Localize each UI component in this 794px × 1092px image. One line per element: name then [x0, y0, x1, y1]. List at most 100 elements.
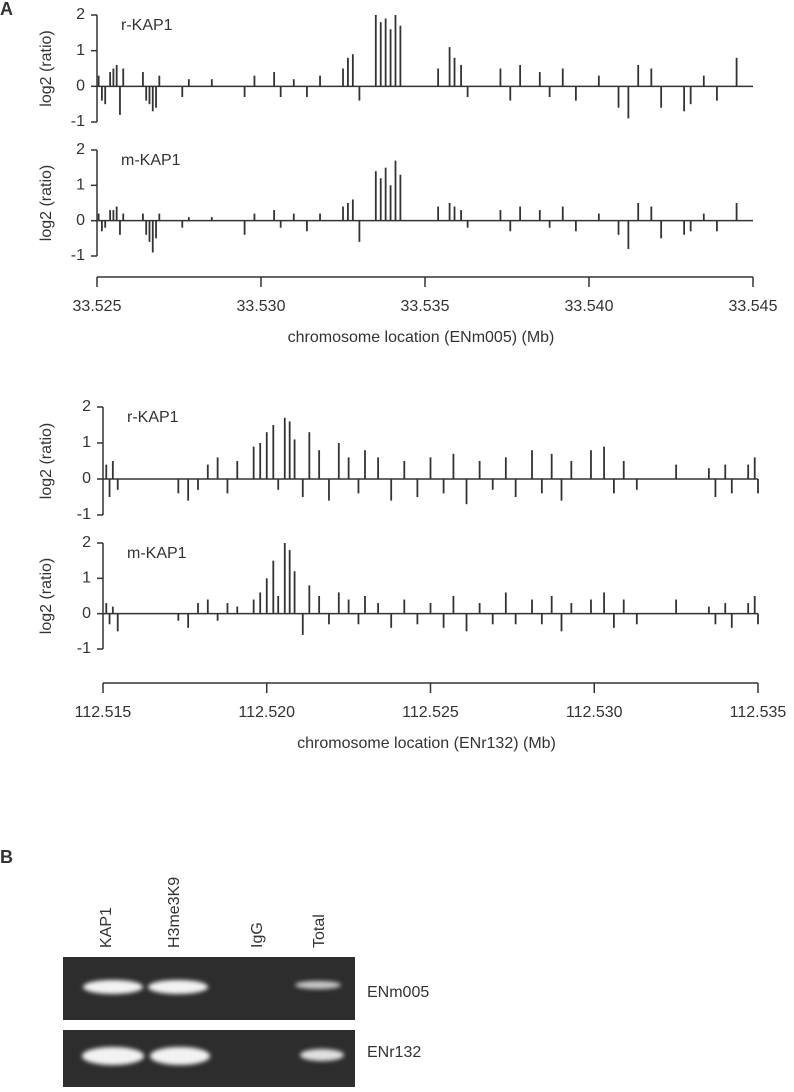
bar: [650, 206, 653, 221]
bar: [683, 86, 686, 112]
bar: [452, 453, 455, 479]
bar: [465, 613, 468, 632]
bar: [319, 213, 321, 221]
bar: [560, 479, 563, 501]
bar: [448, 203, 451, 221]
bar: [122, 213, 125, 221]
bar: [724, 603, 727, 614]
bar: [707, 468, 710, 479]
series-label: r-KAP1: [127, 409, 179, 426]
bar: [148, 86, 151, 105]
band: [150, 1047, 210, 1065]
bar: [187, 613, 190, 628]
band: [83, 980, 143, 994]
bar: [452, 596, 455, 614]
bar: [707, 606, 710, 614]
bar: [97, 213, 100, 221]
bar: [236, 461, 239, 479]
bar: [151, 86, 154, 112]
bar: [181, 86, 184, 98]
bar: [590, 450, 592, 479]
bar: [660, 86, 663, 108]
bar: [730, 613, 733, 628]
bar: [442, 479, 445, 494]
bar: [308, 585, 311, 614]
bar: [306, 220, 308, 232]
bar: [735, 203, 738, 221]
bar: [112, 210, 115, 221]
y-axis-label: log2 (ratio): [38, 423, 55, 499]
bar: [597, 213, 600, 221]
bar: [384, 167, 387, 221]
bar: [637, 64, 640, 87]
bar: [109, 210, 112, 221]
y-tick-label: 1: [82, 434, 91, 451]
bar: [116, 479, 119, 490]
bar: [328, 479, 330, 501]
bar: [531, 450, 533, 479]
bar: [243, 86, 246, 98]
band: [300, 1049, 344, 1061]
x-tick-label: 112.525: [402, 704, 459, 721]
bar: [389, 185, 392, 221]
bar: [358, 220, 361, 242]
bar: [101, 86, 103, 101]
bar: [177, 479, 180, 494]
series-label: r-KAP1: [121, 17, 173, 34]
bar: [122, 68, 125, 87]
bar: [347, 57, 349, 87]
bar: [702, 213, 705, 221]
bar: [635, 613, 638, 625]
band: [82, 1047, 144, 1065]
bar: [216, 613, 219, 621]
bar: [403, 461, 406, 479]
bar: [384, 18, 387, 87]
bar: [757, 479, 759, 494]
bar: [148, 220, 151, 242]
bar: [650, 68, 653, 87]
bar: [293, 571, 296, 614]
y-tick-label: 2: [82, 534, 91, 551]
bar: [478, 461, 481, 479]
bar: [206, 464, 209, 479]
bar: [210, 217, 213, 221]
bar: [379, 22, 382, 87]
bar: [351, 199, 354, 221]
bar: [394, 15, 397, 87]
bar: [597, 75, 600, 87]
bar: [116, 613, 119, 632]
panel-label: B: [0, 847, 13, 867]
bar: [301, 479, 304, 497]
bar: [108, 479, 111, 497]
bar: [550, 453, 553, 479]
bar: [158, 75, 161, 87]
bar: [637, 203, 640, 221]
bar: [111, 606, 114, 614]
bar: [460, 64, 462, 87]
lane-label: H3me3K9: [166, 877, 183, 948]
bar: [283, 417, 286, 479]
bar: [337, 592, 340, 614]
bar: [531, 599, 533, 614]
bar: [151, 220, 154, 253]
y-tick-label: 2: [76, 6, 85, 23]
bar: [550, 596, 553, 614]
bar: [337, 443, 340, 479]
bar: [499, 68, 502, 87]
band: [295, 981, 341, 989]
bar: [236, 606, 239, 614]
bar: [301, 613, 304, 635]
bar: [613, 613, 615, 628]
bar: [499, 210, 502, 221]
bar: [109, 72, 112, 87]
bar: [716, 220, 718, 232]
bar: [453, 57, 456, 87]
bar: [416, 479, 419, 497]
x-tick-label: 33.530: [237, 298, 286, 315]
bar: [210, 79, 213, 87]
bar: [181, 220, 184, 228]
bar: [442, 613, 445, 628]
bar: [747, 603, 750, 614]
gel: KAP1 H3me3K9 IgG Total ENm005 ENr132: [63, 877, 429, 1087]
bar: [272, 425, 275, 479]
